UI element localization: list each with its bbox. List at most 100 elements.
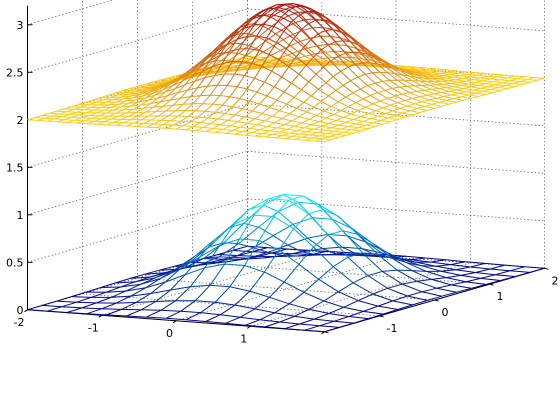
mesh-edge <box>320 101 332 107</box>
mesh-edge <box>183 125 194 127</box>
mesh-edge <box>434 92 442 95</box>
mesh-edge <box>402 283 423 293</box>
mesh-edge <box>300 29 312 40</box>
mesh-edge <box>216 41 225 52</box>
mesh-edge <box>240 126 251 129</box>
mesh-edge <box>357 76 369 86</box>
mesh-edge <box>430 261 451 266</box>
mesh-edge <box>445 259 466 263</box>
mesh-edge <box>485 83 496 86</box>
mesh-edge <box>254 113 263 120</box>
mesh-edge <box>247 245 268 249</box>
mesh-edge <box>367 275 388 289</box>
mesh-edge <box>101 302 117 310</box>
mesh-edge <box>270 50 281 56</box>
mesh-edge <box>324 51 333 58</box>
mesh-edge <box>409 110 420 114</box>
mesh-edge <box>338 124 349 127</box>
mesh-edge <box>150 101 161 104</box>
mesh-edge <box>155 105 164 112</box>
mesh-edge <box>118 103 129 105</box>
mesh-edge <box>175 103 184 112</box>
mesh-edge <box>263 249 280 273</box>
mesh-edge <box>427 295 442 301</box>
mesh-edge <box>292 217 313 225</box>
mesh-edge <box>355 102 366 108</box>
mesh-edge <box>322 57 333 60</box>
mesh-edge <box>360 113 369 118</box>
mesh-edge <box>138 111 147 117</box>
mesh-edge <box>279 315 295 323</box>
mesh-edge <box>61 301 77 308</box>
mesh-edge <box>256 35 267 39</box>
mesh-edge <box>222 125 231 130</box>
mesh-edge <box>314 313 330 320</box>
mesh-edge <box>368 125 376 130</box>
mesh-edge <box>140 99 149 106</box>
mesh-edge <box>357 106 366 112</box>
mesh-edge <box>239 122 248 128</box>
mesh-edge <box>259 129 270 132</box>
mesh-edge <box>153 105 164 108</box>
mesh-edge <box>182 96 191 105</box>
mesh-edge <box>44 117 55 120</box>
mesh-edge <box>66 307 82 313</box>
mesh-edge <box>324 326 340 333</box>
mesh-edge <box>325 30 336 43</box>
mesh-edge <box>245 319 261 326</box>
mesh-edge <box>227 85 238 88</box>
mesh-edge <box>333 113 344 118</box>
mesh-edge <box>346 132 354 136</box>
mesh-edge <box>314 140 325 143</box>
mesh-edge <box>207 111 216 119</box>
mesh-edge <box>278 201 299 212</box>
mesh-edge <box>126 125 137 127</box>
mesh-edge <box>284 138 295 140</box>
mesh-edge <box>405 255 426 259</box>
mesh-edge <box>225 132 236 135</box>
mesh-edge <box>490 268 511 272</box>
mesh-edge <box>267 126 278 129</box>
mesh-edge <box>302 61 310 65</box>
mesh-edge <box>192 66 201 77</box>
mesh-edge <box>340 70 351 82</box>
mesh-edge <box>337 55 349 68</box>
mesh-edge <box>297 12 306 20</box>
mesh-edge <box>268 42 277 55</box>
mesh-edge <box>367 270 383 277</box>
mesh-edge <box>338 291 359 302</box>
mesh-edge <box>425 257 446 261</box>
mesh-edge <box>421 287 437 293</box>
mesh-edge <box>199 60 210 68</box>
mesh-edge <box>293 38 304 48</box>
mesh-edge <box>406 262 427 272</box>
mesh-edge <box>231 43 242 53</box>
mesh-edge <box>182 103 193 105</box>
mesh-edge <box>285 27 294 35</box>
mesh-edge <box>290 15 299 23</box>
mesh-edge <box>293 213 309 229</box>
mesh-edge <box>517 78 528 80</box>
mesh-edge <box>71 291 87 298</box>
mesh-edge <box>140 301 157 311</box>
mesh-edge <box>283 194 299 203</box>
mesh-edge <box>436 97 447 101</box>
mesh-edge <box>206 50 218 59</box>
mesh-edge <box>408 75 420 82</box>
mesh-edge <box>230 121 238 127</box>
mesh-edge <box>358 127 369 130</box>
mesh-edge <box>411 270 427 272</box>
mesh-edge <box>450 83 461 86</box>
mesh-edge <box>240 316 261 321</box>
mesh-edge <box>387 72 395 74</box>
mesh-edge <box>311 137 322 140</box>
mesh-edge <box>125 99 136 102</box>
mesh-edge <box>284 323 300 330</box>
mesh-edge <box>244 265 265 273</box>
mesh-edge <box>409 90 417 93</box>
mesh-edge <box>197 116 208 119</box>
mesh-edge <box>455 79 466 82</box>
mesh-edge <box>268 7 279 10</box>
mesh-edge <box>209 263 226 286</box>
mesh-edge <box>204 263 225 269</box>
